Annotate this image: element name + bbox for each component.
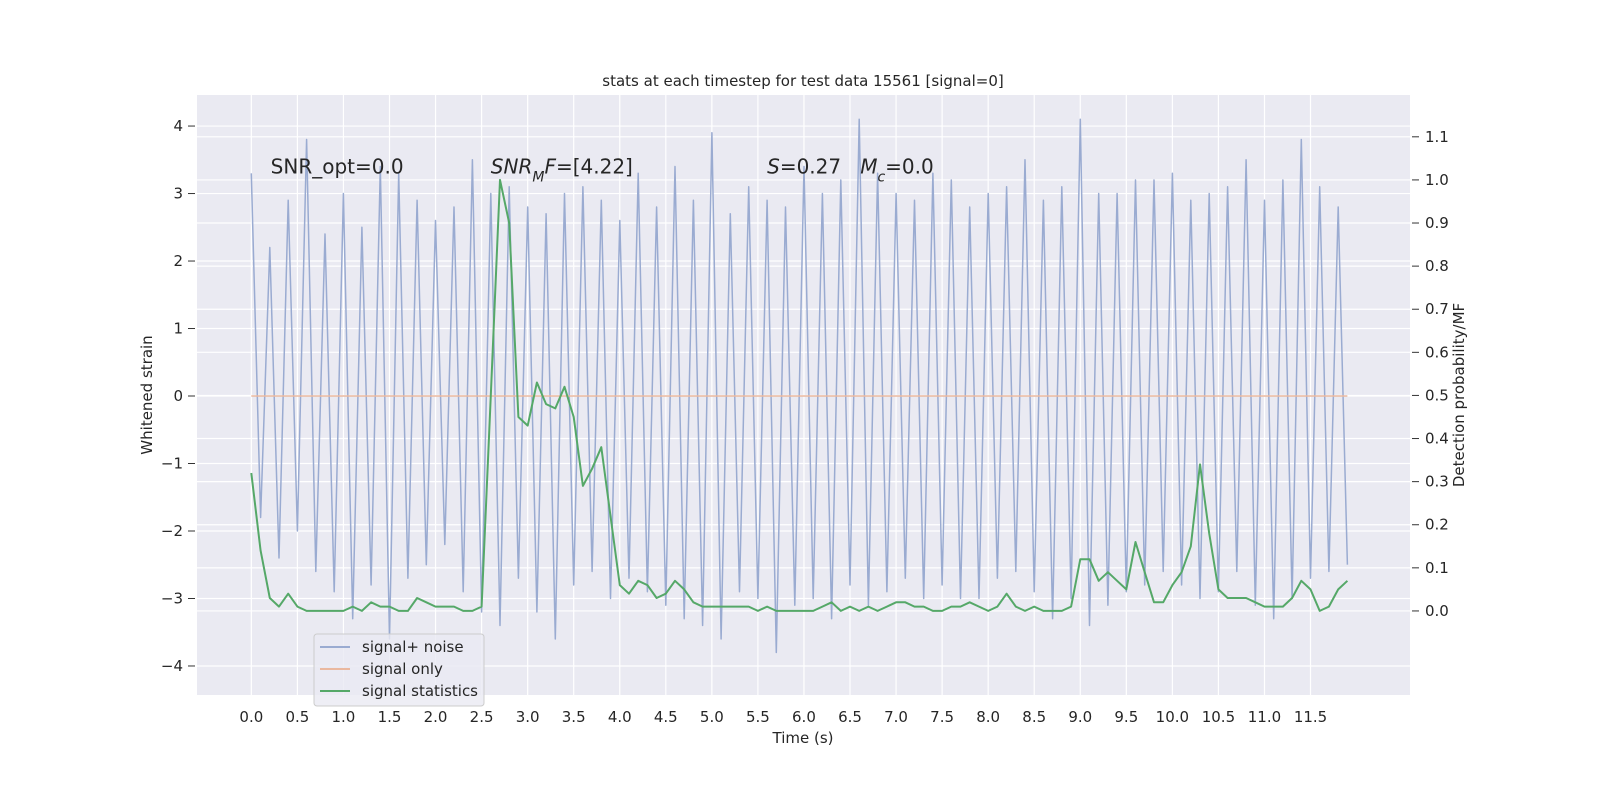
- y-tick-label: −4: [161, 657, 183, 675]
- annotation-part: =[4.22]: [556, 154, 633, 178]
- x-tick-label: 7.0: [884, 708, 908, 726]
- y2-tick-label: 0.3: [1425, 473, 1449, 491]
- lines: [250, 118, 1349, 654]
- y2-tick-label: 0.8: [1425, 257, 1449, 275]
- y2-tick-label: 0.2: [1425, 516, 1449, 534]
- x-tick-label: 6.5: [838, 708, 862, 726]
- y-tick-label: 0: [173, 387, 183, 405]
- annotation: SNR_opt=0.0: [271, 154, 404, 178]
- y-tick-label: 2: [173, 252, 183, 270]
- x-tick-label: 4.5: [654, 708, 678, 726]
- annotation: S=0.27 Mc=0.0: [767, 154, 934, 185]
- annotation-part: SNR: [491, 154, 533, 178]
- annotation-part: M: [860, 154, 877, 178]
- x-tick-label: 2.0: [424, 708, 448, 726]
- x-tick-label: 11.5: [1294, 708, 1327, 726]
- y-tick-label: −2: [161, 522, 183, 540]
- y2-tick-label: 1.1: [1425, 128, 1449, 146]
- y2-tick-label: 0.1: [1425, 559, 1449, 577]
- x-tick-label: 1.0: [332, 708, 356, 726]
- annotation: SNRMF=[4.22]: [491, 154, 633, 185]
- y2-tick-label: 0.0: [1425, 602, 1449, 620]
- chart-title: stats at each timestep for test data 155…: [602, 72, 1003, 90]
- x-tick-label: 9.0: [1068, 708, 1092, 726]
- x-tick-label: 3.5: [562, 708, 586, 726]
- x-tick-label: 1.5: [378, 708, 402, 726]
- annotation-part: =0.27: [780, 154, 860, 178]
- y-tick-label: 4: [173, 117, 183, 135]
- series-line: [250, 178, 1349, 612]
- x-tick-label: 7.5: [930, 708, 954, 726]
- x-tick-label: 10.5: [1202, 708, 1235, 726]
- annotation-part: c: [877, 169, 885, 185]
- series-line: [250, 118, 1349, 654]
- x-tick-label: 10.0: [1156, 708, 1189, 726]
- annotation-part: SNR_opt=0.0: [271, 154, 404, 178]
- annotation-part: M: [532, 169, 544, 185]
- x-axis-label: Time (s): [772, 729, 834, 747]
- y-tick-label: 1: [173, 320, 183, 338]
- x-tick-label: 3.0: [516, 708, 540, 726]
- legend: signal+ noise signal only signal statistic…: [313, 633, 485, 707]
- labels: 0.0 0.5 1.0 1.5 2.0 2.5 3.0 3.5 4.0 4.5 5.0 5.5 6.0 6…: [161, 117, 1449, 726]
- x-tick-label: 8.5: [1022, 708, 1046, 726]
- x-tick-label: 0.0: [239, 708, 263, 726]
- y2-axis-label: Detection probability/MF: [1450, 303, 1468, 487]
- y2-tick-label: 0.7: [1425, 300, 1449, 318]
- legend-box: [313, 633, 485, 707]
- y2-tick-label: 0.6: [1425, 343, 1449, 361]
- y-tick-label: −1: [161, 455, 183, 473]
- y-axis-label: Whitened strain: [138, 335, 156, 454]
- x-tick-label: 2.5: [470, 708, 494, 726]
- annotation-part: =0.0: [885, 154, 934, 178]
- y2-tick-label: 0.4: [1425, 430, 1449, 448]
- x-tick-label: 8.0: [976, 708, 1000, 726]
- y2-tick-label: 1.0: [1425, 171, 1449, 189]
- x-tick-label: 4.0: [608, 708, 632, 726]
- x-tick-label: 6.0: [792, 708, 816, 726]
- x-tick-label: 11.0: [1248, 708, 1281, 726]
- x-tick-label: 5.0: [700, 708, 724, 726]
- y-tick-label: 3: [173, 185, 183, 203]
- legend-label: signal+ noise: [362, 638, 464, 656]
- y2-tick-label: 0.5: [1425, 386, 1449, 404]
- legend-label: signal only: [362, 660, 443, 678]
- legend-label: signal statistics: [362, 682, 478, 700]
- x-tick-label: 9.5: [1114, 708, 1138, 726]
- y2-tick-label: 0.9: [1425, 214, 1449, 232]
- annotation-part: F: [544, 154, 556, 178]
- x-tick-label: 0.5: [285, 708, 309, 726]
- annotation-part: S: [767, 154, 780, 178]
- y-tick-label: −3: [161, 589, 183, 607]
- x-tick-label: 5.5: [746, 708, 770, 726]
